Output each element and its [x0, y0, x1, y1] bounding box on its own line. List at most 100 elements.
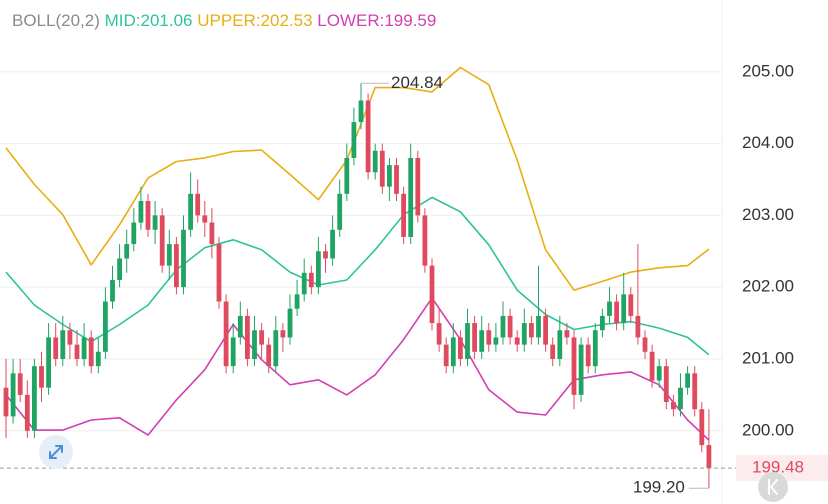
candle-body [394, 165, 399, 194]
candle-body [458, 337, 463, 359]
candle-body [280, 330, 286, 338]
candle-body [95, 351, 101, 367]
candle-body [174, 244, 179, 288]
y-tick-label: 205.00 [742, 61, 794, 80]
legend-entry: BOLL(20,2) [12, 11, 100, 30]
candle-body [443, 344, 449, 367]
candle-body [571, 337, 577, 395]
candle-body [60, 330, 66, 359]
candle-body [387, 165, 392, 187]
candle-body [166, 244, 172, 266]
candle-body [159, 215, 165, 266]
high-label: 204.84 [391, 73, 443, 92]
candle-body [152, 215, 158, 230]
candle-body [358, 100, 364, 123]
candle-body [209, 222, 215, 245]
candle-body [628, 294, 634, 316]
candle-body [521, 323, 527, 345]
y-tick-label: 201.00 [742, 348, 794, 367]
candle-body [550, 344, 556, 359]
candle-body [578, 344, 584, 395]
candle-body [124, 244, 130, 259]
candle-body [145, 201, 151, 230]
candle-body [450, 337, 456, 367]
candle-body [259, 330, 264, 345]
candle-body [117, 258, 122, 280]
candle-body [365, 100, 371, 173]
candle-body [429, 265, 435, 324]
y-tick-label: 204.00 [742, 133, 794, 152]
latest-button-bg[interactable] [758, 472, 788, 502]
y-tick-label: 202.00 [742, 277, 794, 296]
candle-body [564, 330, 570, 338]
candle-body [663, 366, 669, 403]
candle-body [337, 193, 343, 230]
candle-body [543, 315, 548, 345]
candle-body [24, 394, 30, 431]
legend: BOLL(20,2) MID:201.06 UPPER:202.53 LOWER… [12, 11, 436, 30]
candle-body [585, 344, 591, 367]
latest-icon [768, 479, 778, 495]
candle-body [39, 366, 44, 388]
candle-body [273, 330, 279, 367]
legend-entry: LOWER:199.59 [317, 11, 436, 30]
candle-body [507, 315, 513, 338]
candle-body [308, 272, 314, 288]
candle-body [642, 337, 648, 352]
candle-body [422, 215, 428, 266]
candle-body [472, 323, 477, 352]
candle-body [649, 351, 655, 381]
candle-body [230, 337, 236, 367]
y-tick-label: 200.00 [742, 420, 794, 439]
candle-body [607, 301, 612, 316]
candle-body [88, 337, 94, 367]
candle-body [500, 315, 506, 338]
candles [3, 83, 712, 489]
candle-body [656, 366, 662, 381]
candle-body [10, 373, 16, 417]
candle-body [514, 337, 520, 345]
candle-body [621, 294, 627, 324]
candle-body [685, 373, 690, 388]
candle-body [110, 280, 115, 302]
candle-body [301, 272, 307, 295]
candle-body [330, 229, 335, 259]
candle-body [614, 301, 619, 324]
candle-body [3, 387, 9, 417]
legend: BOLL(20,2) MID:201.06 UPPER:202.53 LOWER… [12, 11, 436, 30]
candle-body [351, 122, 357, 158]
legend-entry: MID:201.06 [105, 11, 193, 30]
candle-body [408, 157, 414, 237]
low-label: 199.20 [633, 478, 685, 497]
candle-body [372, 150, 378, 173]
candle-body [17, 373, 23, 395]
candle-body [252, 330, 257, 359]
candle-body [138, 201, 144, 223]
band-line [5, 196, 710, 356]
candle-body [678, 387, 683, 410]
candle-body [401, 193, 406, 237]
candle-body [202, 215, 208, 223]
candle-body [536, 315, 541, 338]
expand-icon [49, 445, 63, 459]
candle-body [195, 193, 201, 216]
candle-body [294, 294, 300, 309]
candle-body [32, 366, 37, 431]
labels: 200.00 201.00 202.00 203.00 204.00 205.00 204.… [0, 61, 828, 497]
candle-body [344, 157, 350, 194]
candle-body [131, 222, 137, 245]
candle-body [316, 251, 321, 288]
candle-body [486, 330, 492, 345]
expand-button[interactable] [39, 435, 73, 469]
candle-body [216, 244, 222, 302]
bands [5, 66, 710, 441]
grid [0, 0, 723, 504]
candle-body [635, 315, 641, 338]
candle-body [493, 337, 499, 345]
latest-button[interactable] [758, 472, 788, 502]
band-line [5, 66, 710, 291]
candle-body [46, 337, 51, 388]
last-price-label: 199.48 [752, 458, 804, 477]
